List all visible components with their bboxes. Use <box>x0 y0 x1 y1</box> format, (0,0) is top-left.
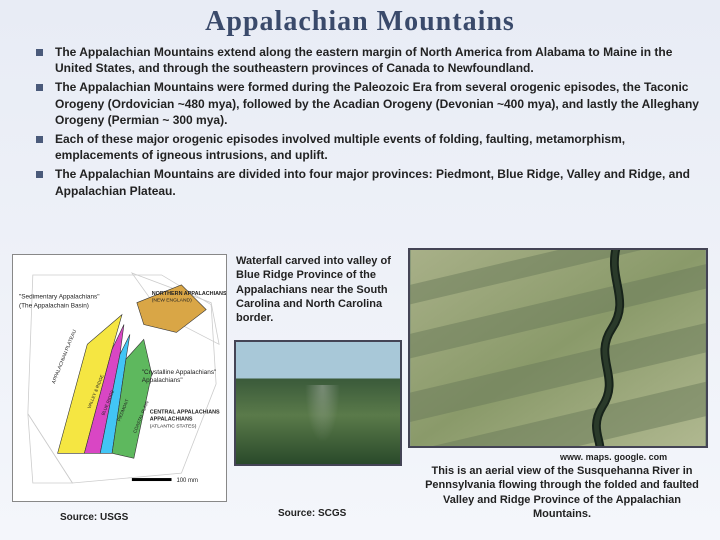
svg-text:(ATLANTIC STATES): (ATLANTIC STATES) <box>150 424 197 430</box>
bullet-marker <box>36 136 43 143</box>
bullet-item: The Appalachian Mountains extend along t… <box>36 44 702 76</box>
waterfall-image <box>234 340 402 466</box>
bullet-text: The Appalachian Mountains extend along t… <box>55 44 702 76</box>
svg-text:(NEW ENGLAND): (NEW ENGLAND) <box>152 298 192 304</box>
bullet-list: The Appalachian Mountains extend along t… <box>0 42 720 206</box>
svg-text:(The Appalachain Basin): (The Appalachain Basin) <box>19 303 89 310</box>
bullet-item: The Appalachian Mountains were formed du… <box>36 79 702 128</box>
bullet-text: The Appalachian Mountains are divided in… <box>55 166 702 198</box>
caption-middle: Waterfall carved into valley of Blue Rid… <box>236 254 401 325</box>
svg-text:"Crystalline Appalachians": "Crystalline Appalachians" <box>142 369 217 376</box>
source-left-label: Source: USGS <box>60 512 128 523</box>
source-middle-label: Source: SCGS <box>278 508 346 519</box>
aerial-river-image <box>408 248 708 448</box>
bullet-text: Each of these major orogenic episodes in… <box>55 131 702 163</box>
bullet-item: The Appalachian Mountains are divided in… <box>36 166 702 198</box>
svg-text:NORTHERN APPALACHIANS: NORTHERN APPALACHIANS <box>152 291 226 297</box>
bullet-marker <box>36 171 43 178</box>
lower-region: "Sedimentary Appalachians" (The Appalach… <box>0 250 720 540</box>
bullet-item: Each of these major orogenic episodes in… <box>36 131 702 163</box>
bullet-text: The Appalachian Mountains were formed du… <box>55 79 702 128</box>
usgs-map-image: "Sedimentary Appalachians" (The Appalach… <box>12 254 227 502</box>
svg-text:100 mm: 100 mm <box>176 478 198 484</box>
caption-right: This is an aerial view of the Susquehann… <box>414 464 710 521</box>
svg-text:CENTRAL APPALACHIANS: CENTRAL APPALACHIANS <box>150 410 220 416</box>
source-right-label: www. maps. google. com <box>560 452 667 462</box>
svg-text:APPALACHIANS: APPALACHIANS <box>150 417 193 423</box>
slide-title: Appalachian Mountains <box>0 0 720 42</box>
svg-text:"Sedimentary Appalachians": "Sedimentary Appalachians" <box>19 294 100 301</box>
svg-text:Appalachians": Appalachians" <box>142 377 183 384</box>
bullet-marker <box>36 84 43 91</box>
bullet-marker <box>36 49 43 56</box>
